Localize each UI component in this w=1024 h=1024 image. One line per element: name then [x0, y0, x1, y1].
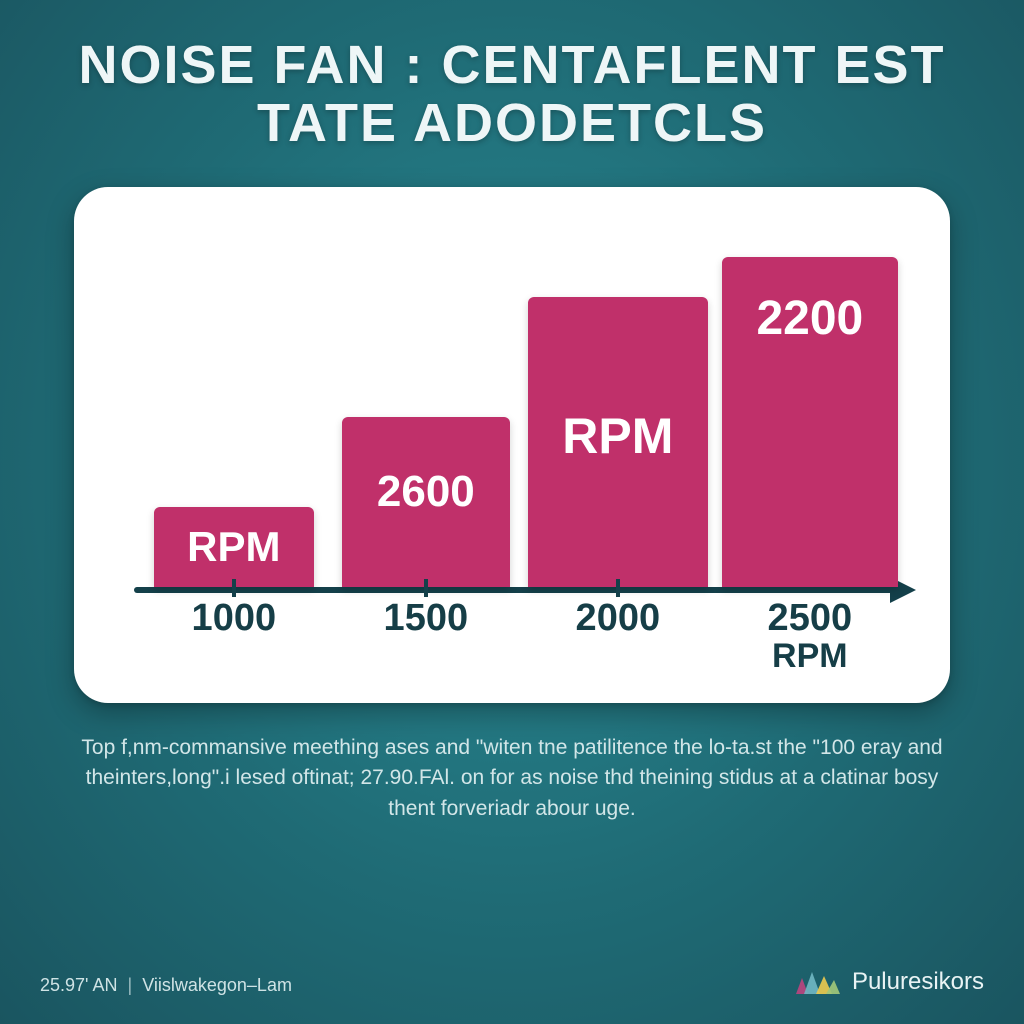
footer-left: 25.97' AN | Viislwakegon–Lam — [40, 975, 292, 996]
x-axis-tick — [232, 579, 236, 597]
chart-card: RPM 2600 RPM 2200 1000 1500 2000 2500RPM — [74, 187, 950, 703]
title-block: NOISE FAN : CENTAFLENT EST TATE ADODETCL… — [0, 0, 1024, 153]
bar-label: 2200 — [722, 291, 898, 346]
bar-label: 2600 — [342, 467, 510, 517]
x-axis-labels: 1000 1500 2000 2500RPM — [134, 599, 902, 685]
footer: 25.97' AN | Viislwakegon–Lam Puluresikor… — [40, 968, 984, 996]
bar: 2600 — [342, 417, 510, 587]
x-axis-tick — [616, 579, 620, 597]
bar: RPM — [528, 297, 708, 587]
plot-area: RPM 2600 RPM 2200 — [134, 227, 902, 593]
x-axis-label: 1000 — [192, 599, 277, 639]
x-axis-line — [134, 587, 902, 593]
caption-text: Top f,nm-commansive meething ases and "w… — [74, 733, 950, 824]
brand-name: Puluresikors — [852, 968, 984, 996]
bar-label: RPM — [154, 523, 314, 571]
brand: Puluresikors — [794, 968, 984, 996]
title-line-1: NOISE FAN : CENTAFLENT EST — [78, 35, 945, 95]
x-axis-label: 2000 — [576, 599, 661, 639]
x-axis-tick — [424, 579, 428, 597]
x-axis-label: 2500RPM — [768, 599, 853, 675]
page-title: NOISE FAN : CENTAFLENT EST TATE ADODETCL… — [60, 36, 964, 153]
title-line-2: TATE ADODETCLS — [257, 93, 767, 153]
x-axis-label: 1500 — [384, 599, 469, 639]
logo-peaks-icon — [794, 968, 842, 996]
footer-author: Viislwakegon–Lam — [142, 975, 292, 996]
bar: RPM — [154, 507, 314, 587]
bar: 2200 — [722, 257, 898, 587]
footer-code: 25.97' AN — [40, 975, 118, 996]
footer-separator: | — [128, 975, 133, 996]
x-axis-sublabel: RPM — [768, 639, 853, 675]
bar-label: RPM — [528, 407, 708, 465]
